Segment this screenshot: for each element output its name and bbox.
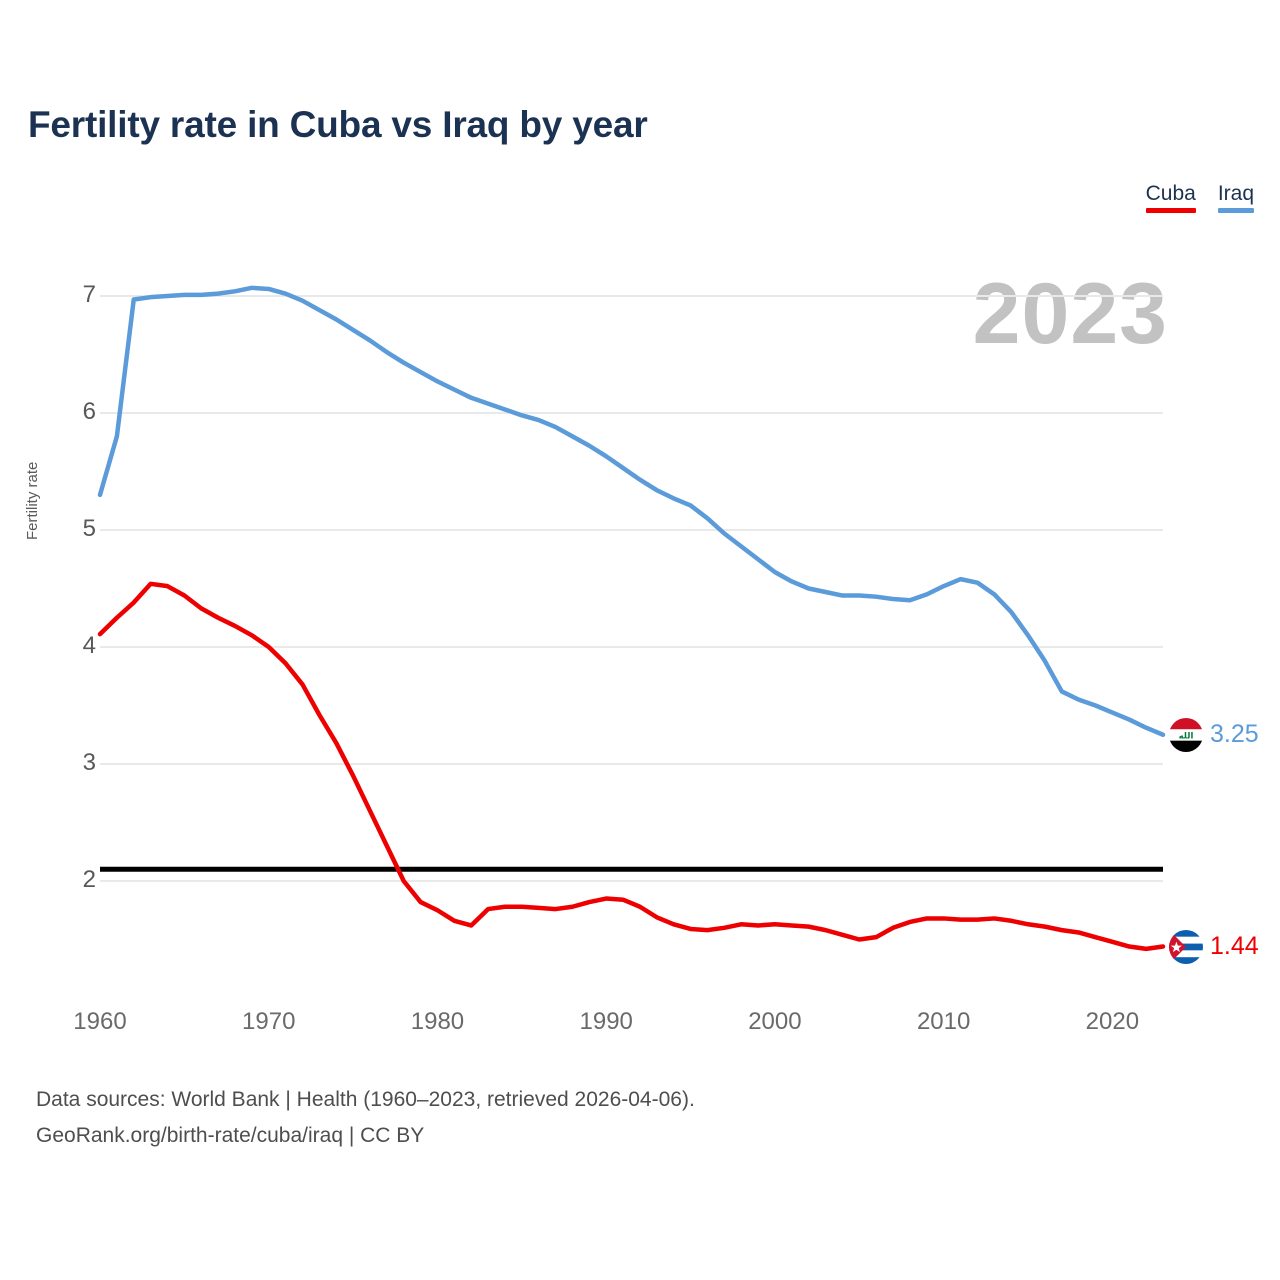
iraq-flag-icon: الله — [1169, 717, 1203, 752]
x-tick-label: 2020 — [1085, 1008, 1140, 1035]
end-label-cuba: 1.44 — [1169, 929, 1259, 964]
x-tick-label: 1990 — [579, 1008, 633, 1035]
legend-item-cuba[interactable]: Cuba — [1145, 182, 1196, 213]
legend-swatch-iraq — [1217, 208, 1254, 213]
series-line-cuba — [97, 581, 1166, 952]
y-tick-label: 7 — [82, 281, 96, 308]
gridlines — [100, 295, 1163, 882]
y-tick-label: 2 — [82, 866, 96, 893]
x-tick-label: 1960 — [73, 1008, 127, 1035]
watermark-year: 2023 — [972, 266, 1168, 362]
legend-swatch-cuba — [1145, 208, 1196, 213]
legend-item-iraq[interactable]: Iraq — [1217, 182, 1254, 213]
y-tick-label: 6 — [82, 398, 96, 425]
x-tick-label: 1980 — [410, 1008, 465, 1035]
svg-text:الله: الله — [1179, 731, 1194, 741]
page-title: Fertility rate in Cuba vs Iraq by year — [28, 104, 648, 145]
legend-label-iraq: Iraq — [1217, 182, 1254, 205]
chart-footer: Data sources: World Bank | Health (1960–… — [36, 1082, 695, 1154]
footer-data-sources: Data sources: World Bank | Health (1960–… — [36, 1088, 695, 1111]
y-tick-label: 4 — [82, 632, 96, 659]
x-tick-label: 2000 — [748, 1008, 802, 1035]
y-tick-label: 5 — [82, 515, 96, 542]
y-axis-ticks: 7 6 5 4 3 2 — [48, 0, 96, 1280]
y-tick-label: 3 — [82, 749, 96, 776]
series-line-iraq — [97, 285, 1166, 737]
footer-attribution: GeoRank.org/birth-rate/cuba/iraq | CC BY — [36, 1124, 425, 1147]
end-label-iraq-value: 3.25 — [1210, 720, 1259, 749]
x-tick-label: 1970 — [242, 1008, 296, 1035]
legend-label-cuba: Cuba — [1145, 182, 1196, 205]
x-tick-label: 2010 — [916, 1008, 971, 1035]
end-label-iraq: الله 3.25 — [1169, 717, 1259, 752]
cuba-flag-icon — [1169, 929, 1203, 964]
chart-legend: Cuba Iraq — [1145, 182, 1254, 213]
end-label-cuba-value: 1.44 — [1210, 932, 1259, 961]
